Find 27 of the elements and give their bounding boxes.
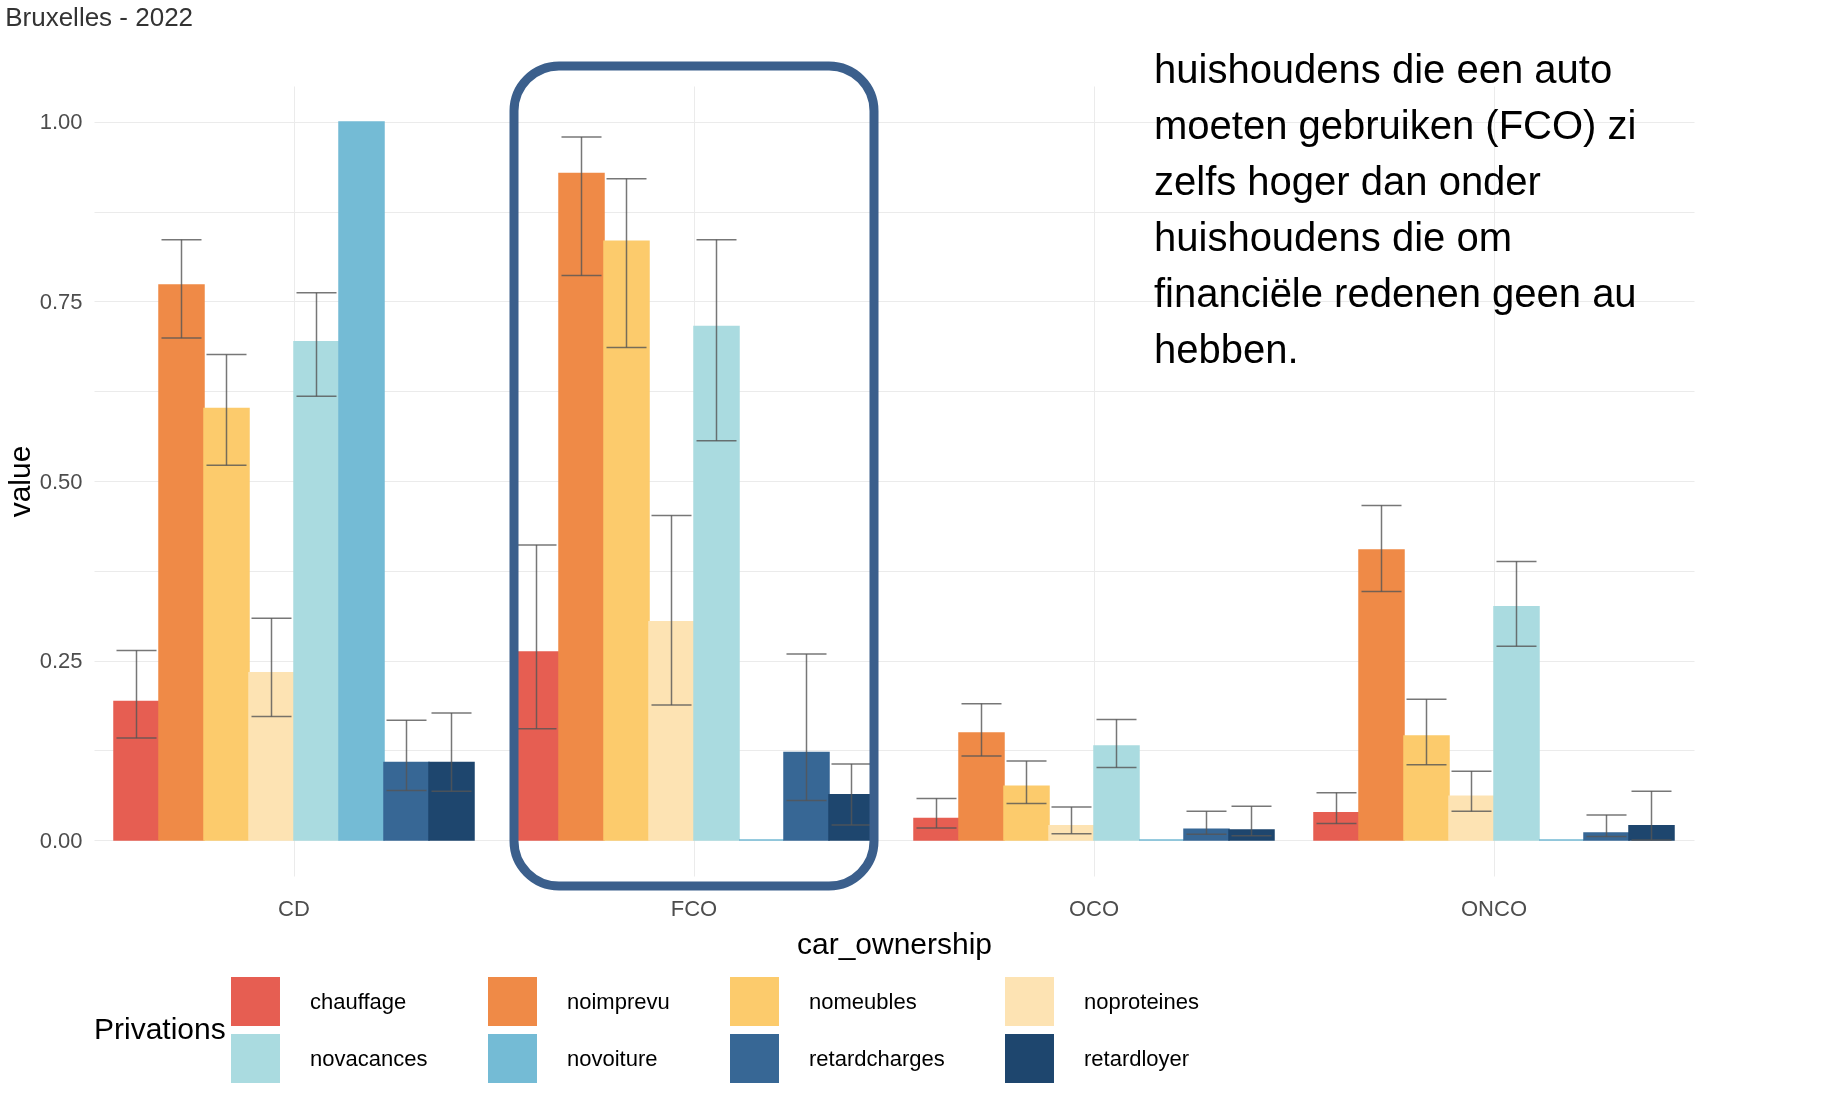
annotation: financiële redenen geen au <box>1154 271 1637 315</box>
y-axis-title: value <box>2 445 36 518</box>
y-tick-label: 1.00 <box>39 109 83 135</box>
annotation: hebben. <box>1154 327 1299 371</box>
legend-label: novoiture <box>567 1045 658 1071</box>
legend-label: retardcharges <box>809 1045 945 1071</box>
annotation: huishoudens die om <box>1154 215 1513 259</box>
legend-label: chauffage <box>310 988 407 1014</box>
legend-title: Privations <box>94 1012 226 1045</box>
x-axis-title: car_ownership <box>796 926 993 960</box>
y-tick-label: 0.50 <box>39 468 83 494</box>
y-tick-label: 0.75 <box>39 288 83 314</box>
x-tick-label: ONCO <box>1461 895 1527 921</box>
annotation: moeten gebruiken (FCO) zi <box>1154 103 1637 147</box>
chart-title: Bruxelles - 2022 <box>5 2 194 32</box>
annotation: zelfs hoger dan onder <box>1154 159 1541 203</box>
x-tick-label: CD <box>278 895 310 921</box>
x-tick-label: FCO <box>670 895 718 921</box>
legend-label: noimprevu <box>567 988 670 1014</box>
x-tick-label: OCO <box>1068 895 1120 921</box>
annotation: huishoudens die een auto <box>1154 47 1613 91</box>
legend-label: novacances <box>310 1045 428 1071</box>
legend-label: noproteines <box>1084 988 1199 1014</box>
legend-label: retardloyer <box>1084 1045 1190 1071</box>
y-tick-label: 0.25 <box>39 648 83 674</box>
legend-label: nomeubles <box>809 988 917 1014</box>
y-tick-label: 0.00 <box>39 827 83 853</box>
